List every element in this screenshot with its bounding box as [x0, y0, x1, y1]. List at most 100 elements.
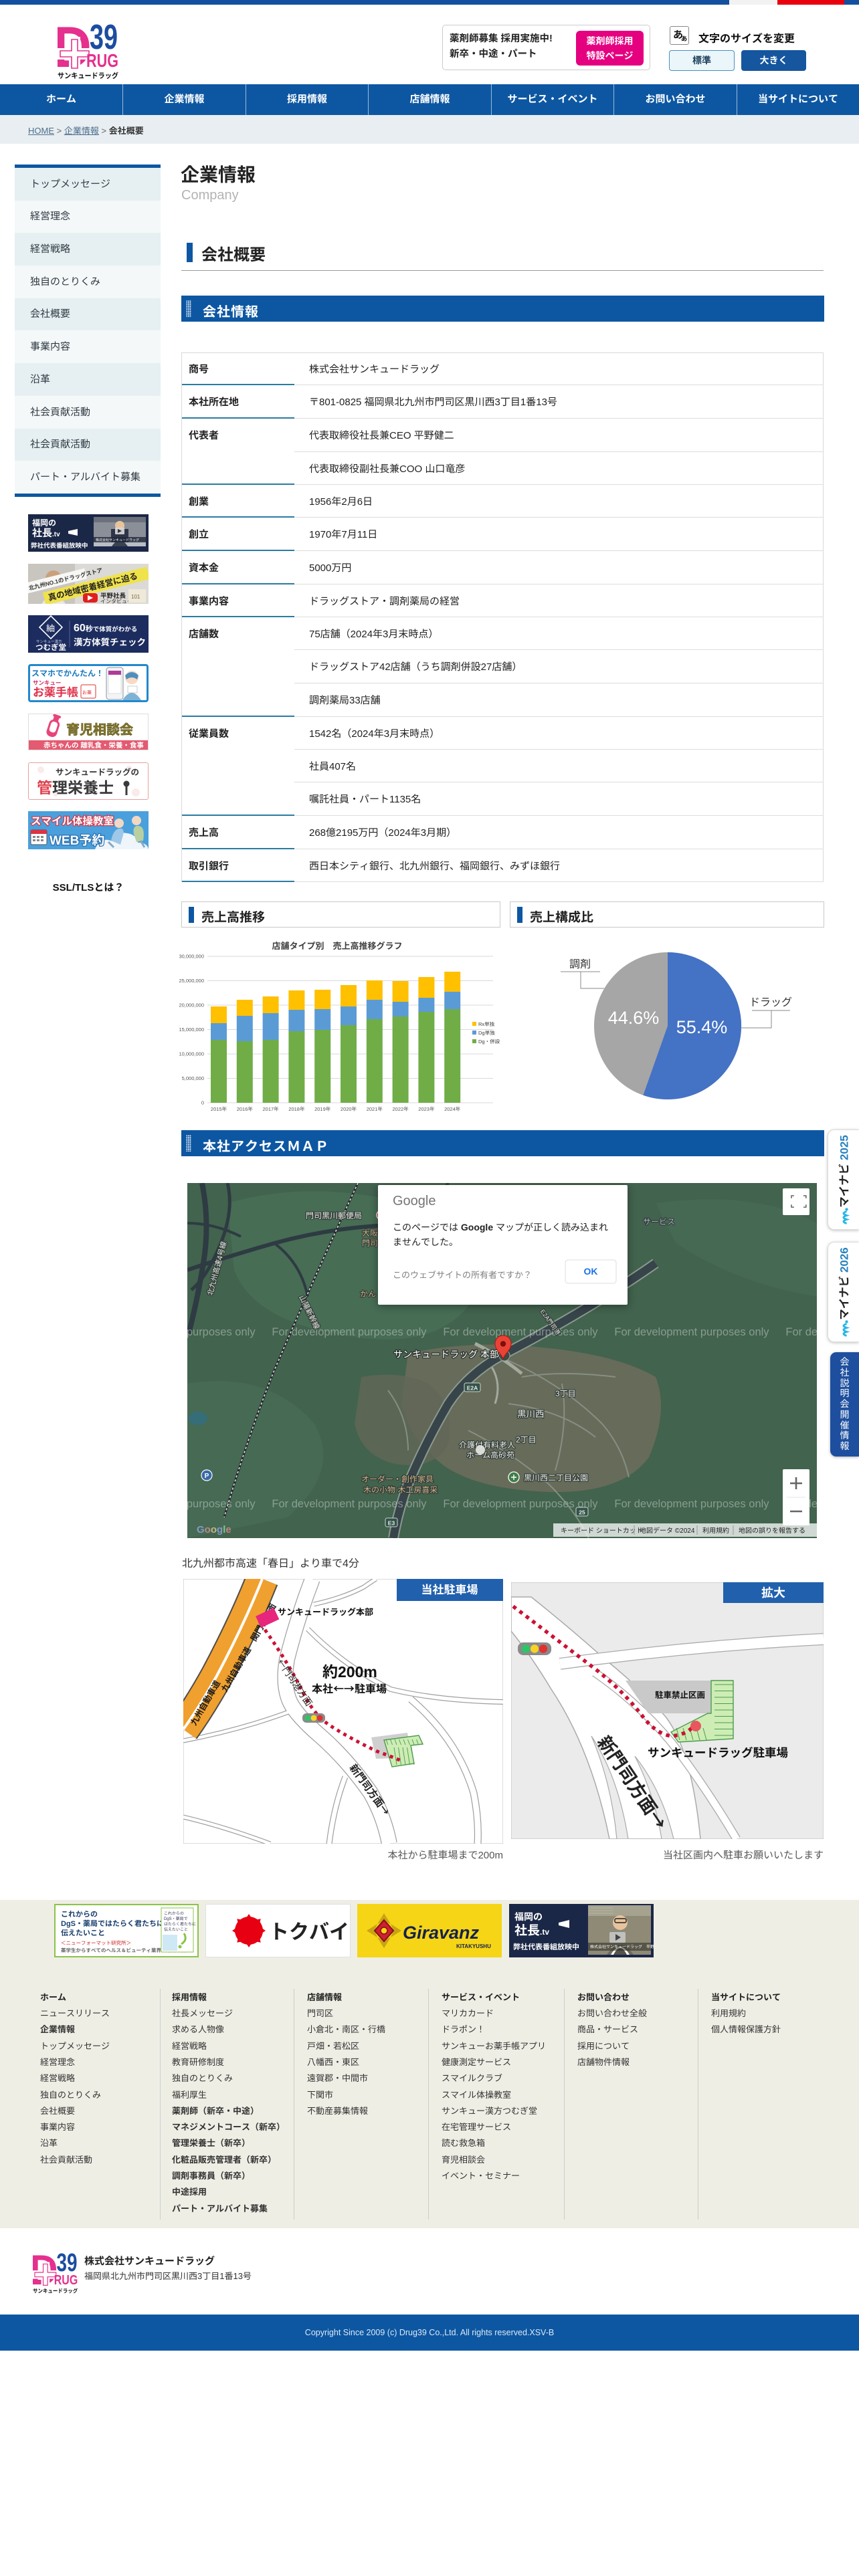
svg-text:つむぎ堂: つむぎ堂: [35, 643, 66, 652]
svg-text:このページでは Google マップが正しく読み込まれ: このページでは Google マップが正しく読み込まれ: [393, 1222, 608, 1232]
svg-text:25,000,000: 25,000,000: [179, 978, 204, 984]
svg-text:2016年: 2016年: [237, 1106, 254, 1112]
svg-text:2020年: 2020年: [341, 1106, 357, 1112]
svg-text:平野社長: 平野社長: [100, 592, 126, 600]
svg-text:39: 39: [90, 23, 118, 57]
svg-text:ませんでした。: ませんでした。: [393, 1237, 458, 1247]
svg-text:福岡の: 福岡の: [32, 518, 56, 528]
svg-text:For development purposes only: For development purposes only: [443, 1498, 598, 1510]
svg-text:60秒で体質がわかる: 60秒で体質がわかる: [74, 623, 137, 634]
svg-text:スマホでかんたん！: スマホでかんたん！: [31, 669, 104, 678]
svg-text:お薬手帳: お薬手帳: [33, 686, 78, 699]
svg-text:2018年: 2018年: [288, 1106, 305, 1112]
svg-text:For development purposes only: For development purposes only: [614, 1326, 769, 1338]
svg-text:育児相談会: 育児相談会: [66, 723, 133, 738]
svg-text:25: 25: [579, 1509, 585, 1516]
svg-text:キーボード ショートカット: キーボード ショートカット: [561, 1527, 643, 1535]
svg-text:KITAKYUSHU: KITAKYUSHU: [456, 1943, 491, 1949]
svg-text:トクバイ: トクバイ: [269, 1921, 349, 1943]
svg-text:約200m: 約200m: [322, 1663, 377, 1681]
svg-text:5,000,000: 5,000,000: [182, 1075, 204, 1081]
svg-text:For development purposes only: For development purposes only: [272, 1498, 427, 1510]
svg-text:サンキュードラッグ本部: サンキュードラッグ本部: [278, 1607, 373, 1617]
svg-text:WEB予約: WEB予約: [50, 833, 104, 848]
svg-text:拡大: 拡大: [761, 1586, 785, 1600]
svg-text:For development purposes only: For development purposes only: [614, 1498, 769, 1510]
svg-text:インタビュー: インタビュー: [100, 599, 132, 604]
svg-text:駐車禁止区画: 駐車禁止区画: [655, 1691, 705, 1700]
svg-text:101: 101: [131, 594, 140, 600]
svg-text:＜ニューフォーマット研究所＞: ＜ニューフォーマット研究所＞: [61, 1940, 131, 1946]
svg-text:管理栄養士: 管理栄養士: [37, 779, 114, 796]
svg-text:Giravanz: Giravanz: [403, 1923, 480, 1943]
svg-text:P: P: [205, 1473, 209, 1480]
svg-text:Dg・併設: Dg・併設: [478, 1039, 500, 1045]
svg-text:伝えたいこと: 伝えたいこと: [164, 1927, 188, 1932]
svg-text:社長.tv: 社長.tv: [32, 528, 60, 539]
svg-text:2024年: 2024年: [444, 1106, 461, 1112]
svg-text:For development purposes only: For development purposes only: [785, 1326, 817, 1338]
svg-text:For development purposes only: For development purposes only: [443, 1326, 598, 1338]
svg-text:株式会社サンキュードラッグ: 株式会社サンキュードラッグ: [96, 538, 139, 542]
svg-text:44.6%: 44.6%: [608, 1008, 660, 1028]
svg-text:福岡の: 福岡の: [514, 1911, 543, 1922]
svg-text:社長.tv: 社長.tv: [514, 1923, 549, 1938]
svg-text:For development purposes only: For development purposes only: [187, 1498, 256, 1510]
svg-text:Dg単独: Dg単独: [478, 1030, 495, 1036]
svg-text:当社駐車場: 当社駐車場: [421, 1584, 478, 1596]
svg-text:15,000,000: 15,000,000: [179, 1027, 204, 1033]
svg-text:DgS・薬局ではたらく君たちに: DgS・薬局ではたらく君たちに: [61, 1919, 164, 1928]
svg-text:2019年: 2019年: [314, 1106, 331, 1112]
svg-text:サンキュードラッグ: サンキュードラッグ: [33, 2288, 78, 2294]
svg-text:これからの: これからの: [61, 1911, 98, 1919]
svg-text:RUG: RUG: [86, 50, 118, 71]
svg-text:店舗タイプ別 売上高推移グラフ: 店舗タイプ別 売上高推移グラフ: [272, 941, 402, 951]
svg-text:漢方体質チェック: 漢方体質チェック: [74, 637, 146, 647]
svg-text:OK: OK: [584, 1266, 598, 1277]
svg-text:3丁目: 3丁目: [555, 1389, 576, 1398]
svg-text:サンキュー漢方: サンキュー漢方: [36, 639, 62, 644]
svg-text:黒川西: 黒川西: [517, 1409, 545, 1419]
svg-text:このウェブサイトの所有者ですか？: このウェブサイトの所有者ですか？: [393, 1270, 532, 1280]
svg-text:サンキュードラッグ駐車場: サンキュードラッグ駐車場: [648, 1746, 788, 1759]
svg-text:E2A: E2A: [467, 1385, 478, 1392]
svg-text:2022年: 2022年: [393, 1106, 409, 1112]
svg-text:地図データ ©2024: 地図データ ©2024: [640, 1527, 695, 1535]
svg-text:スマイル体操教室: スマイル体操教室: [31, 815, 114, 827]
svg-text:地図の誤りを報告する: 地図の誤りを報告する: [739, 1527, 805, 1535]
svg-text:サービス: サービス: [643, 1217, 675, 1226]
svg-text:E3: E3: [388, 1520, 395, 1527]
svg-text:For development purposes only: For development purposes only: [272, 1326, 427, 1338]
svg-text:木の小物 木工房喜采: 木の小物 木工房喜采: [363, 1485, 438, 1495]
svg-text:RUG: RUG: [54, 2272, 78, 2288]
svg-text:調剤: 調剤: [569, 958, 591, 970]
svg-text:伝えたいこと: 伝えたいこと: [61, 1929, 105, 1937]
svg-text:30,000,000: 30,000,000: [179, 954, 204, 960]
svg-text:紬: 紬: [46, 623, 55, 633]
svg-text:ドラッグ: ドラッグ: [749, 996, 792, 1008]
svg-text:2023年: 2023年: [418, 1106, 435, 1112]
svg-text:サンキュードラッグ 本部: サンキュードラッグ 本部: [393, 1349, 499, 1360]
svg-text:55.4%: 55.4%: [676, 1017, 728, 1037]
svg-text:弊社代表番組放映中: 弊社代表番組放映中: [31, 542, 88, 550]
svg-text:お薬: お薬: [82, 690, 92, 695]
svg-text:薬学生からすべてのヘルス＆ビューティ業界人必読の書: 薬学生からすべてのヘルス＆ビューティ業界人必読の書: [61, 1947, 187, 1953]
svg-text:弊社代表番組放映中: 弊社代表番組放映中: [513, 1943, 579, 1951]
svg-text:ホーム高砂苑: ホーム高砂苑: [466, 1451, 514, 1460]
svg-text:介護付有料老人: 介護付有料老人: [459, 1440, 515, 1450]
svg-text:Rx単独: Rx単独: [478, 1021, 495, 1027]
svg-text:オーダー・創作家具: オーダー・創作家具: [361, 1475, 434, 1484]
svg-text:株式会社サンキュードラッグ 平野 健二: 株式会社サンキュードラッグ 平野 健二: [590, 1944, 654, 1949]
svg-text:2丁目: 2丁目: [516, 1435, 537, 1444]
svg-text:2015年: 2015年: [211, 1106, 227, 1112]
svg-text:はたらく君たちに: はたらく君たちに: [164, 1922, 196, 1927]
svg-text:赤ちゃんの 離乳食・栄養・食事: 赤ちゃんの 離乳食・栄養・食事: [43, 742, 144, 750]
svg-text:For development purposes only: For development purposes only: [187, 1326, 256, 1338]
svg-text:サンキュードラッグ: サンキュードラッグ: [58, 72, 118, 80]
svg-text:0: 0: [201, 1100, 204, 1106]
svg-text:かん: かん: [360, 1289, 376, 1299]
svg-text:門司黒川郵便局: 門司黒川郵便局: [306, 1211, 362, 1220]
svg-text:2021年: 2021年: [367, 1106, 383, 1112]
svg-text:Google: Google: [393, 1194, 436, 1208]
svg-text:Google: Google: [197, 1524, 231, 1535]
